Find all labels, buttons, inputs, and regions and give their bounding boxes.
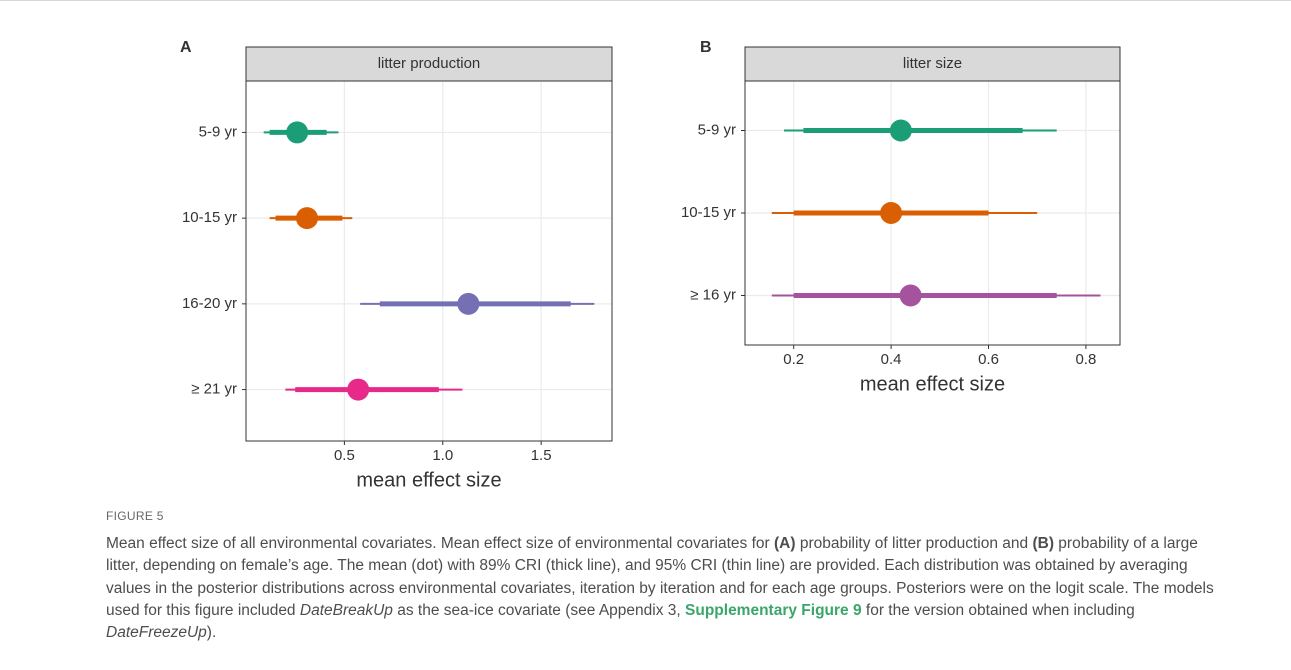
caption-plain: Mean effect size of all environmental co…	[106, 535, 774, 552]
strip-label: litter production	[378, 55, 481, 72]
y-tick-label: 16-20 yr	[182, 295, 237, 312]
mean-dot	[296, 207, 318, 230]
caption-plain: as the sea-ice covariate (see Appendix 3…	[392, 601, 686, 619]
caption: FIGURE 5 Mean effect size of all environ…	[106, 509, 1216, 644]
y-tick-label: 10-15 yr	[182, 209, 237, 226]
y-tick-label: 5-9 yr	[199, 123, 237, 140]
mean-dot	[457, 292, 480, 315]
mean-dot	[889, 119, 912, 142]
caption-text: Mean effect size of all environmental co…	[106, 533, 1216, 644]
x-axis-label: mean effect size	[356, 469, 501, 491]
strip	[744, 46, 1121, 82]
caption-link[interactable]: Supplementary Figure 9	[685, 601, 862, 619]
panel-background	[246, 81, 612, 441]
caption-plain: ).	[206, 624, 217, 642]
y-tick-label: 5-9 yr	[698, 121, 736, 138]
x-tick-label: 0.5	[334, 447, 355, 464]
mean-dot	[347, 378, 370, 401]
panel-label: A	[180, 39, 192, 56]
caption-bold: (B)	[1032, 535, 1054, 552]
panel-border	[245, 80, 613, 442]
x-tick-label: 0.8	[1075, 351, 1096, 368]
caption-plain: probability of litter production and	[795, 535, 1033, 552]
mean-dot	[286, 121, 309, 144]
caption-bold: (A)	[773, 535, 796, 552]
y-tick-label: ≥ 21 yr	[191, 381, 237, 398]
x-tick-label: 1.0	[432, 447, 453, 464]
y-tick-label: ≥ 16 yr	[690, 286, 736, 303]
x-tick-label: 0.6	[978, 351, 999, 368]
mean-dot	[899, 284, 922, 307]
x-tick-label: 1.5	[531, 447, 552, 464]
y-tick-label: 10-15 yr	[681, 204, 736, 221]
mean-dot	[880, 202, 903, 224]
caption-italic: DateFreezeUp	[106, 624, 207, 642]
caption-plain: for the version obtained when including	[861, 601, 1135, 619]
caption-plain: probability of a large litter, depending…	[106, 535, 1214, 619]
panel-label: B	[700, 39, 712, 56]
x-axis-label: mean effect size	[860, 373, 1005, 395]
strip	[245, 46, 613, 82]
panel-border	[744, 80, 1121, 346]
strip-label: litter size	[903, 55, 962, 72]
x-tick-label: 0.4	[881, 351, 902, 368]
caption-italic: DateBreakUp	[299, 601, 393, 619]
charts: 0.5 1.0 1.5 litter production A 5-9 yr 10-15 y…	[180, 39, 1121, 491]
caption-label: FIGURE 5	[106, 509, 164, 523]
x-tick-label: 0.2	[783, 351, 804, 368]
